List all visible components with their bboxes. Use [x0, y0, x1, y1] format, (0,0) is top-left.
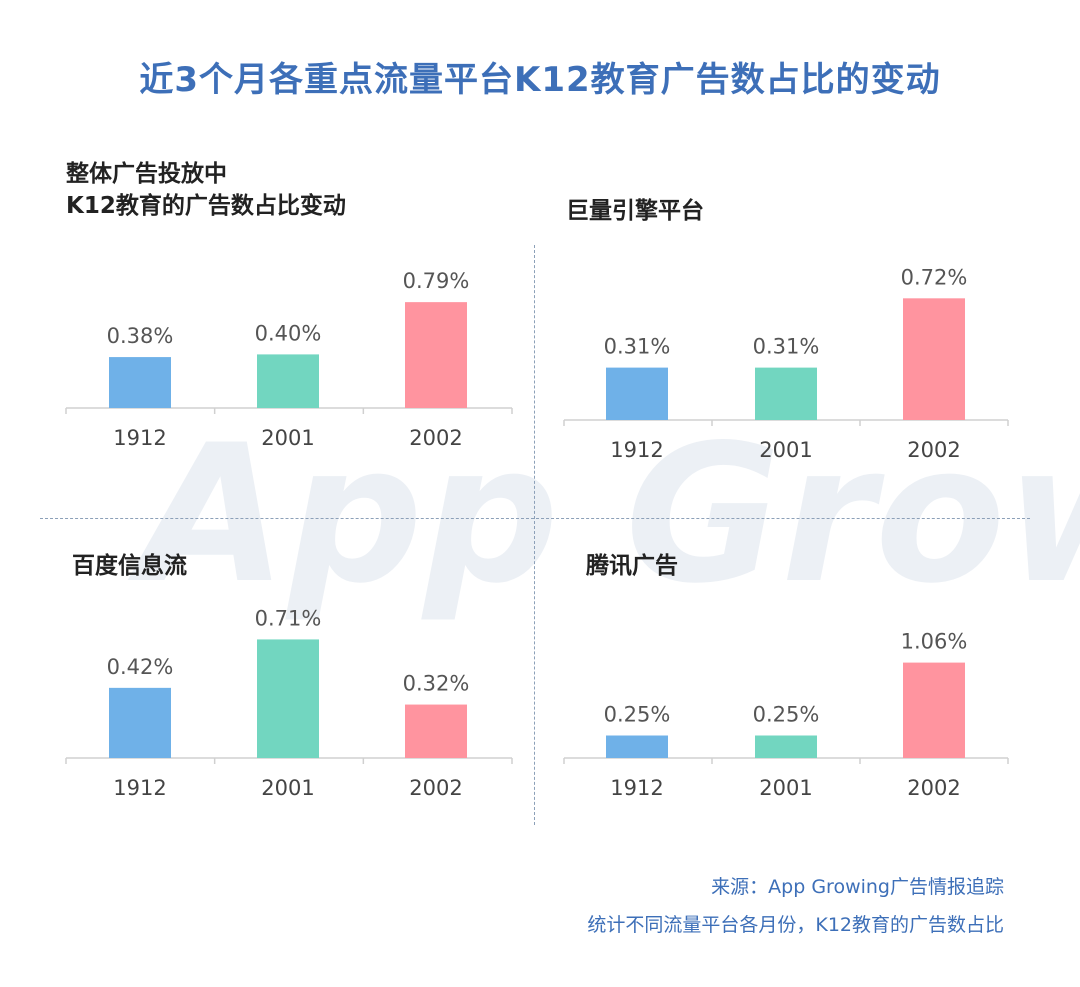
bar-value-label: 1.06% [901, 630, 968, 654]
bar-2001 [257, 639, 319, 758]
bar-2002 [903, 298, 965, 420]
chart-overall: 0.38% 1912 0.40% 2001 0.79% 2002 [65, 269, 513, 450]
x-tick-label: 1912 [113, 426, 166, 450]
chart-baidu: 0.42% 1912 0.71% 2001 0.32% 2002 [65, 606, 513, 800]
x-tick-label: 2001 [261, 426, 314, 450]
bar-value-label: 0.38% [107, 324, 174, 348]
x-tick-label: 2001 [261, 776, 314, 800]
bar-2002 [405, 704, 467, 758]
note-text: 统计不同流量平台各月份，K12教育的广告数占比 [587, 914, 1004, 936]
bar-value-label: 0.72% [901, 265, 968, 289]
bar-value-label: 0.40% [255, 321, 322, 345]
x-tick-label: 2002 [907, 438, 960, 462]
bar-1912 [109, 357, 171, 408]
bar-2002 [903, 662, 965, 758]
bar-2001 [755, 367, 817, 420]
bar-value-label: 0.25% [604, 703, 671, 727]
bar-value-label: 0.71% [255, 606, 322, 630]
bar-value-label: 0.79% [403, 269, 470, 293]
x-tick-label: 2002 [907, 776, 960, 800]
panel-title-tencent: 腾讯广告 [586, 553, 678, 579]
x-tick-label: 2002 [409, 776, 462, 800]
horizontal-divider [40, 518, 1030, 519]
chart-juliang: 0.31% 1912 0.31% 2001 0.72% 2002 [563, 265, 1009, 462]
x-tick-label: 2001 [759, 776, 812, 800]
x-tick-label: 2002 [409, 426, 462, 450]
bar-value-label: 0.31% [753, 335, 820, 359]
x-tick-label: 1912 [610, 776, 663, 800]
bar-1912 [606, 735, 668, 758]
x-tick-label: 1912 [113, 776, 166, 800]
panel-title-baidu: 百度信息流 [72, 553, 187, 579]
bar-value-label: 0.32% [403, 672, 470, 696]
bar-value-label: 0.42% [107, 655, 174, 679]
x-tick-label: 1912 [610, 438, 663, 462]
bar-2002 [405, 302, 467, 408]
bar-2001 [755, 735, 817, 758]
bar-1912 [109, 687, 171, 758]
x-tick-label: 2001 [759, 438, 812, 462]
panel-title-juliang: 巨量引擎平台 [566, 198, 704, 224]
bar-1912 [606, 367, 668, 420]
source-text: 来源：App Growing广告情报追踪 [711, 876, 1004, 898]
bar-value-label: 0.25% [753, 703, 820, 727]
panel-title-overall: 整体广告投放中 K12教育的广告数占比变动 [66, 161, 346, 219]
bar-2001 [257, 354, 319, 408]
bar-value-label: 0.31% [604, 335, 671, 359]
page-title: 近3个月各重点流量平台K12教育广告数占比的变动 [139, 60, 941, 100]
vertical-divider [534, 245, 535, 825]
chart-tencent: 0.25% 1912 0.25% 2001 1.06% 2002 [563, 630, 1009, 800]
